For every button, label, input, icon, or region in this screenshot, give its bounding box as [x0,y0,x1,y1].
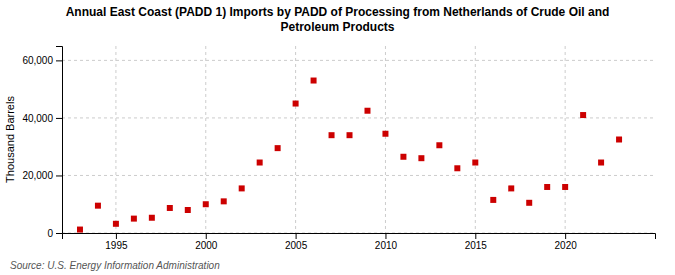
x-axis-tick-label: 2015 [465,240,488,251]
point [203,201,209,207]
point [329,132,335,138]
x-axis-tick-mark [116,233,117,239]
y-axis-tick-label: 60,000 [22,55,53,66]
point [400,154,406,160]
point [382,131,388,137]
point [77,227,83,233]
point [436,142,442,148]
point [562,184,568,190]
x-axis-tick-label: 2000 [195,240,218,251]
x-axis-tick-label: 2005 [285,240,308,251]
point [311,78,317,84]
point [347,132,353,138]
x-axis-tick: 1995 [105,233,128,251]
grid-line [385,46,386,233]
grid-line [115,46,116,233]
point [239,185,245,191]
point [472,160,478,166]
point [418,155,424,161]
point [149,215,155,221]
y-axis-tick: 0 [47,228,62,239]
y-axis-tick-label: 0 [47,228,53,239]
x-axis-tick-mark [475,233,476,239]
grid-line [62,117,655,118]
chart: Annual East Coast (PADD 1) Imports by PA… [0,0,675,275]
y-axis: 0 20,000 40,000 60,000 [22,47,62,239]
point [616,137,622,143]
point [454,165,460,171]
y-axis-tick-label: 40,000 [22,113,53,124]
grid-line [475,46,476,233]
x-axis-tick-mark [206,233,207,239]
x-axis: 1995 2000 2005 2010 2015 2020 [63,233,656,251]
grid [62,46,655,233]
y-axis-title: Thousand Barrels [4,96,16,183]
x-axis-tick: 2015 [465,233,488,251]
y-axis-tick: 60,000 [22,55,62,66]
point [131,216,137,222]
point [580,112,586,118]
points [77,78,622,233]
x-axis-tick: 2005 [285,233,308,251]
y-axis-tick-mark [56,118,62,119]
y-axis-tick-mark [56,60,62,61]
y-axis-tick-mark [56,175,62,176]
point [275,145,281,151]
source: Source: U.S. Energy Information Administ… [10,260,220,271]
x-axis-tick-mark [385,233,386,239]
x-axis-line [63,234,656,240]
x-axis-tick-mark [296,233,297,239]
y-axis-tick-mark [56,233,62,234]
point [95,203,101,209]
point [293,101,299,107]
y-axis-tick: 20,000 [22,170,62,181]
point [364,108,370,114]
point [598,160,604,166]
title: Annual East Coast (PADD 1) Imports by PA… [66,5,610,34]
point [490,197,496,203]
point [257,160,263,166]
y-axis-tick-label: 20,000 [22,170,53,181]
y-axis-line [56,47,63,234]
x-axis-tick: 2010 [375,233,398,251]
y-axis-tick: 40,000 [22,113,62,124]
plot: 1995 2000 2005 2010 2015 2020 0 20,000 40,000 60,… [22,46,655,251]
x-axis-tick-label: 2020 [555,240,578,251]
point [221,198,227,204]
grid-line [565,46,566,233]
grid-line [295,46,296,233]
x-axis-tick-label: 2010 [375,240,398,251]
x-axis-tick-label: 1995 [105,240,128,251]
point [544,184,550,190]
point [526,200,532,206]
grid-line [62,60,655,61]
point [113,221,119,227]
point [167,205,173,211]
x-axis-tick-mark [565,233,566,239]
x-axis-tick: 2000 [195,233,218,251]
x-axis-tick: 2020 [555,233,578,251]
grid-line [62,175,655,176]
point [185,207,191,213]
point [508,185,514,191]
